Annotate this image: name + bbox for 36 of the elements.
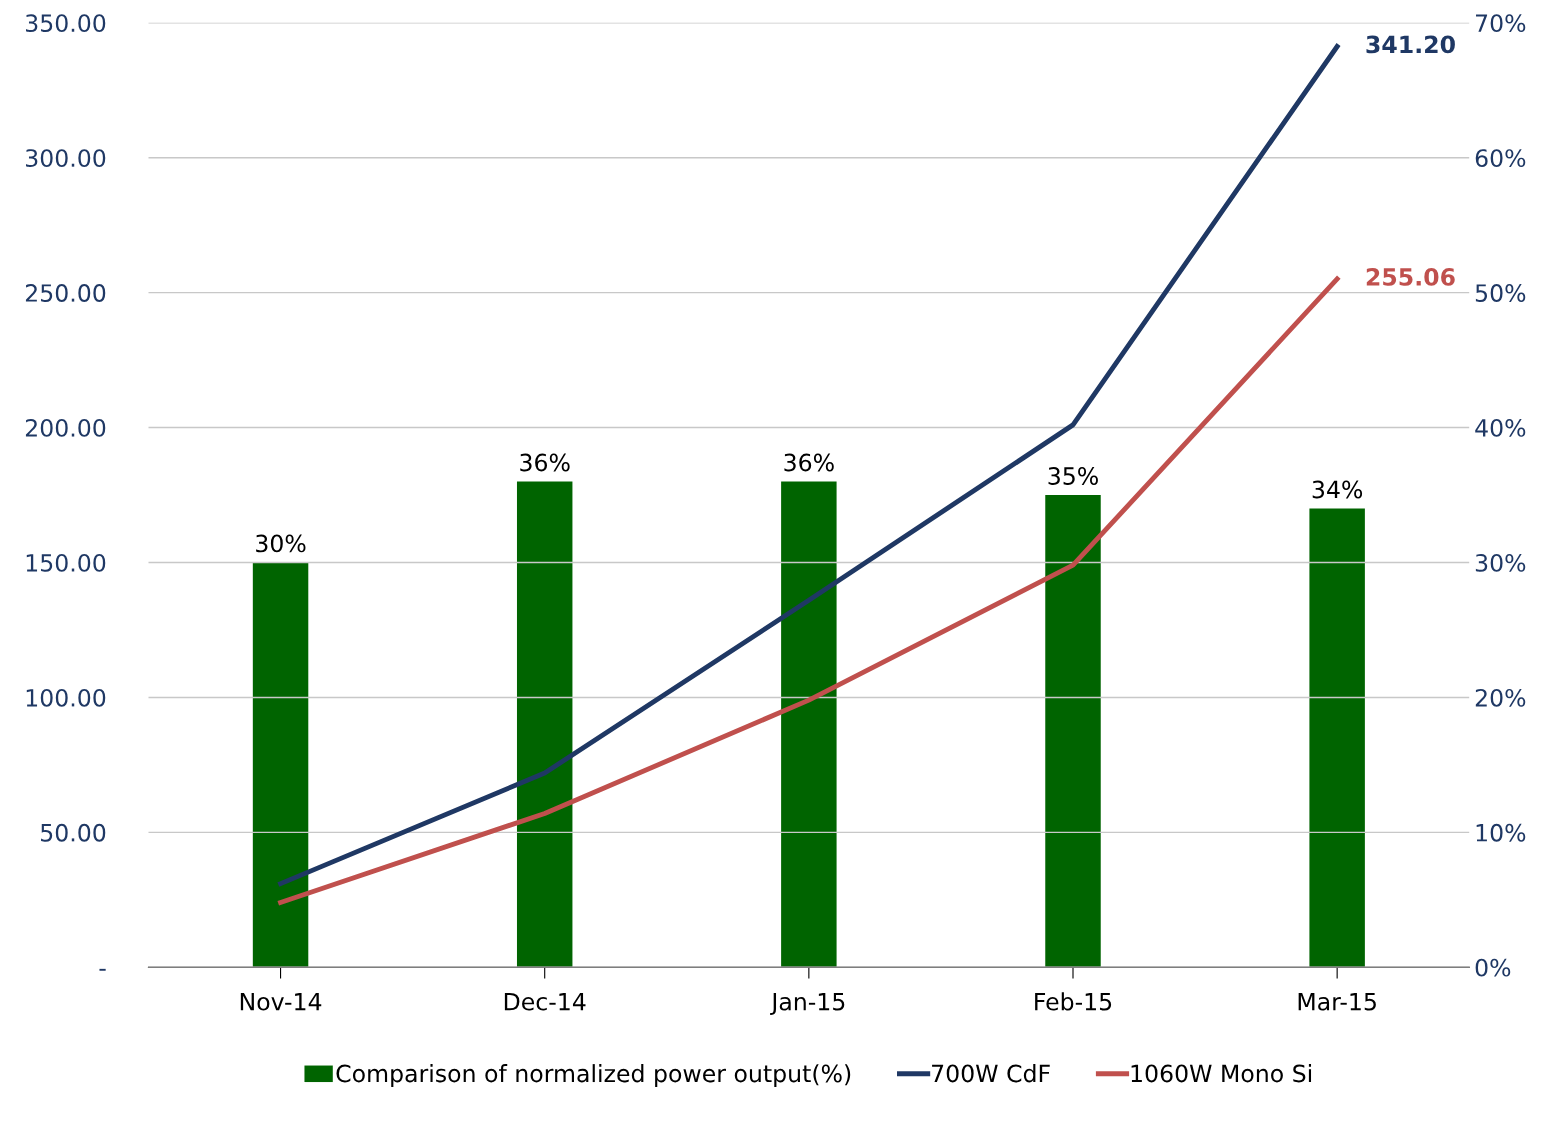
y2-tick-label: 10% [1476,823,1526,842]
y2-tick-label: 50% [1475,284,1526,302]
y2-tick-label: 20% [1475,688,1526,707]
y-tick-label: 100.00 [26,688,106,707]
x-tick-label: Dec-14 [504,993,586,1011]
bar [252,562,309,968]
bar [516,481,573,968]
bar [781,481,837,968]
legend-label: 1060W Mono Si [1131,1064,1312,1083]
y-tick-label: 350.00 [26,14,106,33]
x-tick-label: Jan-15 [770,993,845,1015]
data-label: 34% [1312,480,1363,499]
data-label: 36% [520,453,570,472]
annotation: 341.20 [1366,35,1455,54]
bar [1309,508,1365,968]
y2-tick-label: 70% [1476,14,1526,33]
y2-tick-label: 40% [1475,419,1526,437]
y-tick-label: 50.00 [41,823,106,842]
legend-label: Comparison of normalized power output(%) [336,1064,851,1087]
x-tick-label: Mar-15 [1298,993,1376,1011]
y2-tick-label: 30% [1475,553,1526,572]
x-tick-label: Feb-15 [1035,992,1112,1011]
x-tick-label: Nov-14 [240,993,322,1011]
annotation: 255.06 [1366,267,1455,286]
y2-tick-label: 60% [1475,149,1526,167]
y-tick-label: 200.00 [25,419,106,437]
data-label: 36% [784,453,834,472]
y-tick-label: 250.00 [25,284,106,302]
legend-label: 700W CdF [932,1064,1050,1083]
data-label: 30% [256,534,306,553]
y-tick-label: - [99,968,106,971]
y-tick-label: 300.00 [26,149,106,167]
data-label: 35% [1048,467,1098,485]
y2-tick-label: 0% [1475,958,1511,977]
bar [1045,495,1101,968]
y-tick-label: 150.00 [26,553,106,572]
